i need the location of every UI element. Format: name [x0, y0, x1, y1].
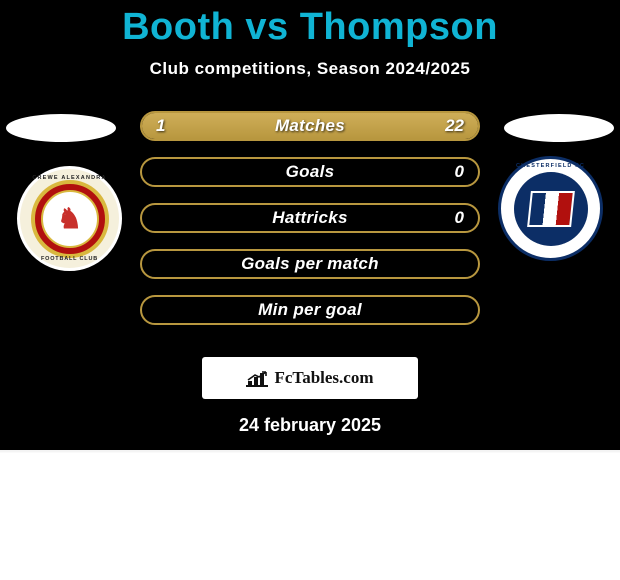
stat-label: Goals — [142, 159, 478, 185]
title-sep: vs — [245, 6, 288, 48]
stat-label: Min per goal — [142, 297, 478, 323]
site-logo-link[interactable]: FcTables.com — [202, 357, 418, 399]
site-logo-text: FcTables.com — [274, 368, 373, 388]
title-right: Thompson — [300, 6, 498, 48]
stat-val-right: 0 — [455, 205, 464, 231]
stat-bar-min-per-goal: Min per goal — [140, 295, 480, 325]
stat-val-right: 0 — [455, 159, 464, 185]
stat-bar-goals: Goals 0 — [140, 157, 480, 187]
stat-label: Goals per match — [142, 251, 478, 277]
stat-bar-matches: 1 Matches 22 — [140, 111, 480, 141]
club-badge-left: CREWE ALEXANDRA ♞ FOOTBALL CLUB — [17, 166, 122, 271]
flag-icon — [527, 191, 575, 227]
stat-label: Matches — [142, 113, 478, 139]
subtitle: Club competitions, Season 2024/2025 — [0, 59, 620, 79]
lion-icon: ♞ — [57, 205, 82, 233]
club-badge-right: CHESTERFIELD FC — [498, 156, 603, 261]
badge-left-text-bottom: FOOTBALL CLUB — [20, 256, 119, 262]
page-title: Booth vs Thompson — [0, 6, 620, 49]
badge-right-inner — [514, 172, 588, 246]
badge-right-text-top: CHESTERFIELD FC — [501, 163, 600, 169]
date-line: 24 february 2025 — [0, 415, 620, 436]
stat-bar-hattricks: Hattricks 0 — [140, 203, 480, 233]
player-left-ellipse — [6, 114, 116, 142]
stats-area: CREWE ALEXANDRA ♞ FOOTBALL CLUB CHESTERF… — [0, 111, 620, 351]
stat-bar-goals-per-match: Goals per match — [140, 249, 480, 279]
player-right-ellipse — [504, 114, 614, 142]
title-left: Booth — [122, 6, 234, 48]
stat-val-right: 22 — [445, 113, 464, 139]
bar-chart-icon — [246, 369, 268, 387]
arrow-up-icon — [247, 371, 267, 381]
badge-left-inner: ♞ — [31, 180, 109, 258]
stat-label: Hattricks — [142, 205, 478, 231]
stat-bars: 1 Matches 22 Goals 0 Hattricks 0 — [140, 111, 480, 341]
